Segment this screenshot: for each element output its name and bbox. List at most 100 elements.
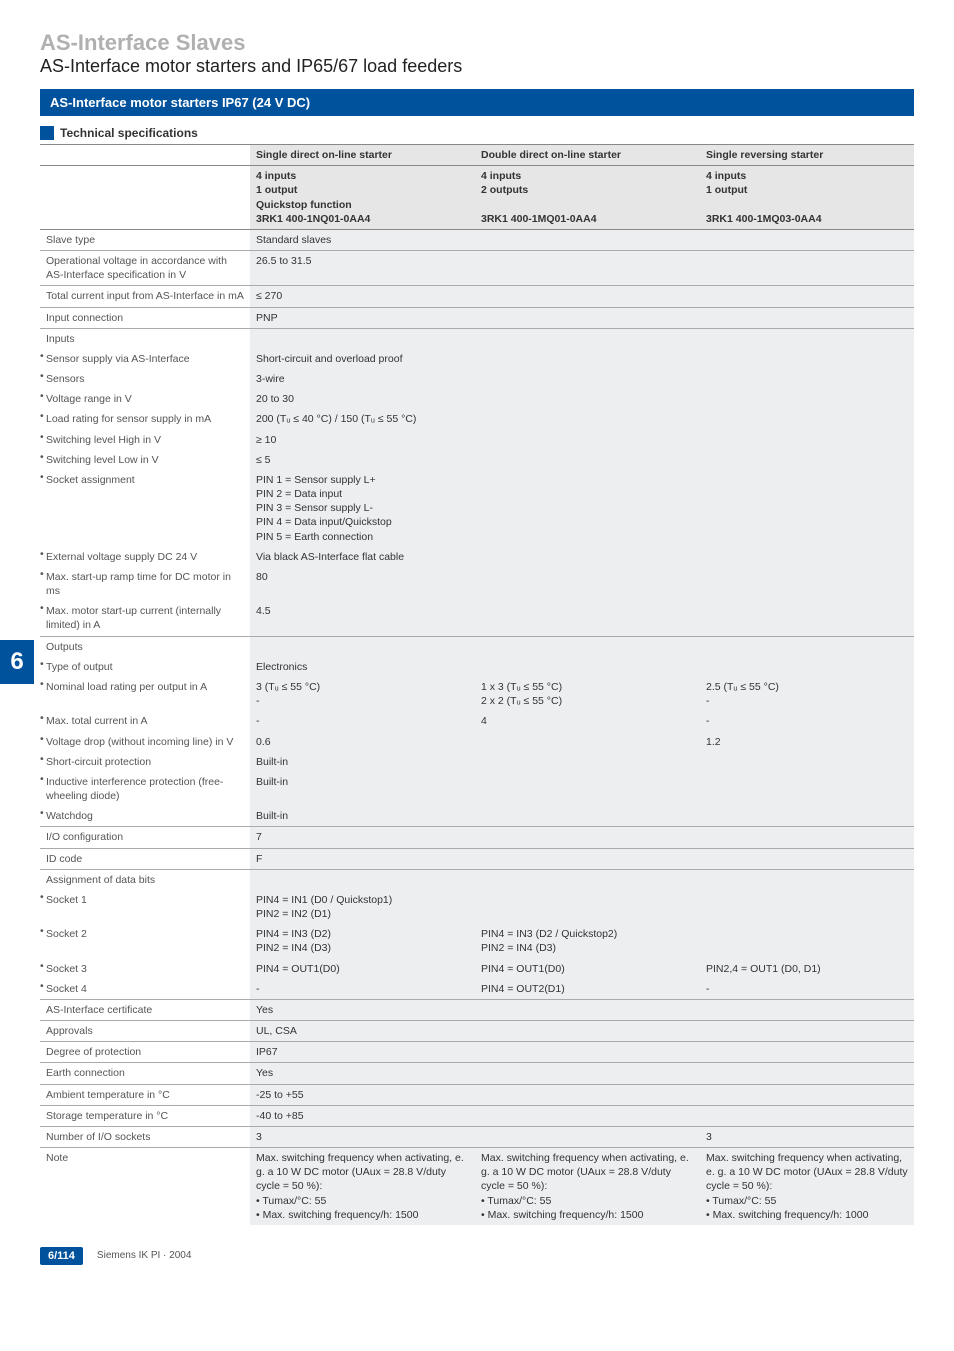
table-row: I/O configuration 7	[40, 827, 914, 848]
col1-title: Single direct on-line starter	[250, 145, 475, 166]
row-label: Load rating for sensor supply in mA	[40, 409, 250, 429]
row-value: 0.6	[250, 732, 475, 752]
row-value: IP67	[250, 1042, 914, 1063]
row-label: Max. start-up ramp time for DC motor in …	[40, 567, 250, 601]
row-label: I/O configuration	[40, 827, 250, 848]
section-bar: AS-Interface motor starters IP67 (24 V D…	[40, 89, 914, 116]
row-label: Watchdog	[40, 806, 250, 827]
col2-code: 3RK1 400-1MQ01-0AA4	[481, 213, 597, 225]
table-row: Storage temperature in °C -40 to +85	[40, 1105, 914, 1126]
source-label: Siemens IK PI · 2004	[97, 1250, 192, 1261]
section-label: Assignment of data bits	[40, 869, 250, 890]
table-row: Slave type Standard slaves	[40, 229, 914, 250]
row-value: Via black AS-Interface flat cable	[250, 547, 914, 567]
table-row: Socket 2 PIN4 = IN3 (D2) PIN2 = IN4 (D3)…	[40, 924, 914, 958]
row-value: PIN4 = OUT1(D0)	[250, 959, 475, 979]
row-label: Voltage range in V	[40, 389, 250, 409]
table-row-section: Inputs	[40, 328, 914, 349]
row-label: Voltage drop (without incoming line) in …	[40, 732, 250, 752]
table-row: Socket 4 - PIN4 = OUT2(D1) -	[40, 979, 914, 1000]
row-value: 3 (Tᵤ ≤ 55 °C) -	[250, 677, 475, 711]
row-value: 26.5 to 31.5	[250, 251, 914, 286]
row-value	[475, 732, 700, 752]
row-value: PIN4 = OUT1(D0)	[475, 959, 700, 979]
col1-l2: 1 output	[256, 184, 297, 196]
table-row: Number of I/O sockets 3 3	[40, 1126, 914, 1147]
row-value: PIN4 = IN3 (D2 / Quickstop2) PIN2 = IN4 …	[475, 924, 700, 958]
row-label: Storage temperature in °C	[40, 1105, 250, 1126]
col2-l2: 2 outputs	[481, 184, 528, 196]
col2-title: Double direct on-line starter	[475, 145, 700, 166]
row-label: Socket 3	[40, 959, 250, 979]
row-value: Max. switching frequency when activating…	[475, 1148, 700, 1225]
row-value: Built-in	[250, 806, 914, 827]
table-row: Type of output Electronics	[40, 657, 914, 677]
page-title-sub: AS-Interface motor starters and IP65/67 …	[40, 56, 914, 77]
row-value: 4	[475, 711, 700, 731]
row-value: Built-in	[250, 752, 914, 772]
col2-l1: 4 inputs	[481, 170, 521, 182]
row-value: 2.5 (Tᵤ ≤ 55 °C) -	[700, 677, 914, 711]
row-label: Max. total current in A	[40, 711, 250, 731]
table-row: Load rating for sensor supply in mA 200 …	[40, 409, 914, 429]
row-value: 1 x 3 (Tᵤ ≤ 55 °C) 2 x 2 (Tᵤ ≤ 55 °C)	[475, 677, 700, 711]
row-label: ID code	[40, 848, 250, 869]
row-value: Yes	[250, 1063, 914, 1084]
row-value: 20 to 30	[250, 389, 914, 409]
table-row: Socket assignment PIN 1 = Sensor supply …	[40, 470, 914, 547]
table-row: Short-circuit protection Built-in	[40, 752, 914, 772]
row-label: Socket 1	[40, 890, 250, 924]
table-header-row: 4 inputs 1 output Quickstop function 3RK…	[40, 166, 914, 230]
row-value: PIN2,4 = OUT1 (D0, D1)	[700, 959, 914, 979]
row-value: Built-in	[250, 772, 914, 806]
row-label: Socket 2	[40, 924, 250, 958]
row-label: Number of I/O sockets	[40, 1126, 250, 1147]
section-label: Outputs	[40, 636, 250, 657]
row-label: Nominal load rating per output in A	[40, 677, 250, 711]
row-label: Operational voltage in accordance with A…	[40, 251, 250, 286]
row-label: Type of output	[40, 657, 250, 677]
row-value: Max. switching frequency when activating…	[700, 1148, 914, 1225]
row-label: Ambient temperature in °C	[40, 1084, 250, 1105]
row-value: -	[700, 979, 914, 1000]
row-value: Short-circuit and overload proof	[250, 349, 914, 369]
row-label: Short-circuit protection	[40, 752, 250, 772]
table-row: AS-Interface certificate Yes	[40, 999, 914, 1020]
row-value: -	[700, 711, 914, 731]
table-row: Inductive interference protection (free-…	[40, 772, 914, 806]
row-value: 4.5	[250, 601, 914, 636]
row-value: 1.2	[700, 732, 914, 752]
row-label: Switching level High in V	[40, 430, 250, 450]
table-row: Socket 3 PIN4 = OUT1(D0) PIN4 = OUT1(D0)…	[40, 959, 914, 979]
row-label: External voltage supply DC 24 V	[40, 547, 250, 567]
row-label: Socket assignment	[40, 470, 250, 547]
row-label: Degree of protection	[40, 1042, 250, 1063]
page-title-light: AS-Interface Slaves	[40, 30, 914, 56]
row-label: Note	[40, 1148, 250, 1225]
table-row: ID code F	[40, 848, 914, 869]
table-row: Nominal load rating per output in A 3 (T…	[40, 677, 914, 711]
col1-l3: Quickstop function	[256, 199, 352, 211]
row-label: Earth connection	[40, 1063, 250, 1084]
row-value: 80	[250, 567, 914, 601]
row-value: -	[250, 711, 475, 731]
table-header-row: Single direct on-line starter Double dir…	[40, 145, 914, 166]
row-label: Socket 4	[40, 979, 250, 1000]
tech-specs-header: Technical specifications	[40, 126, 914, 140]
row-label: AS-Interface certificate	[40, 999, 250, 1020]
row-value: 3	[250, 1126, 475, 1147]
row-value: Max. switching frequency when activating…	[250, 1148, 475, 1225]
row-value: ≥ 10	[250, 430, 914, 450]
row-value: Standard slaves	[250, 229, 914, 250]
row-value: Yes	[250, 999, 914, 1020]
row-label: Approvals	[40, 1021, 250, 1042]
table-row: Earth connection Yes	[40, 1063, 914, 1084]
table-row: Ambient temperature in °C -25 to +55	[40, 1084, 914, 1105]
page-number: 6/114	[40, 1247, 83, 1265]
row-value: PIN4 = IN1 (D0 / Quickstop1) PIN2 = IN2 …	[250, 890, 475, 924]
row-value: PNP	[250, 307, 914, 328]
table-row: Input connection PNP	[40, 307, 914, 328]
row-value: -	[250, 979, 475, 1000]
table-row: Max. motor start-up current (internally …	[40, 601, 914, 636]
section-label: Inputs	[40, 328, 250, 349]
